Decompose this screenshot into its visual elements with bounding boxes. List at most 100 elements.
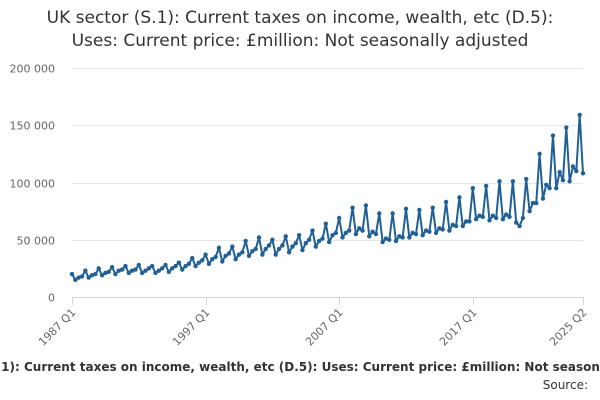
data-point[interactable]: [73, 277, 78, 283]
data-point[interactable]: [530, 200, 536, 206]
data-point[interactable]: [79, 274, 85, 279]
data-point[interactable]: [383, 236, 389, 241]
data-point[interactable]: [540, 196, 546, 201]
data-point[interactable]: [96, 266, 101, 271]
data-point[interactable]: [577, 112, 582, 118]
data-point[interactable]: [273, 252, 278, 257]
data-point[interactable]: [377, 211, 382, 216]
data-point[interactable]: [253, 246, 258, 252]
data-point[interactable]: [143, 268, 148, 273]
data-point[interactable]: [450, 222, 455, 228]
data-point[interactable]: [230, 244, 235, 249]
data-point[interactable]: [86, 275, 91, 280]
data-point[interactable]: [330, 232, 335, 238]
data-point[interactable]: [293, 240, 298, 246]
data-point[interactable]: [510, 179, 516, 184]
data-point[interactable]: [126, 270, 131, 276]
data-point[interactable]: [547, 186, 552, 191]
data-point[interactable]: [256, 235, 262, 240]
data-point[interactable]: [520, 215, 526, 221]
data-point[interactable]: [477, 213, 482, 218]
data-point[interactable]: [89, 273, 95, 278]
data-point[interactable]: [380, 239, 385, 245]
data-point[interactable]: [500, 216, 506, 222]
data-point[interactable]: [423, 228, 429, 233]
data-point[interactable]: [116, 268, 121, 273]
data-point[interactable]: [266, 243, 272, 248]
data-point[interactable]: [397, 234, 402, 239]
data-point[interactable]: [260, 252, 265, 257]
data-point[interactable]: [286, 250, 292, 255]
data-point[interactable]: [316, 238, 322, 244]
data-point[interactable]: [490, 213, 496, 218]
legend-item-label[interactable]: UK sector (S.1): Current taxes on income…: [0, 360, 600, 374]
data-point[interactable]: [283, 234, 288, 239]
data-point[interactable]: [216, 245, 222, 250]
data-point[interactable]: [580, 171, 586, 176]
data-point[interactable]: [183, 263, 188, 269]
data-point[interactable]: [310, 228, 315, 233]
data-point[interactable]: [393, 238, 399, 244]
data-point[interactable]: [460, 223, 465, 229]
data-point[interactable]: [560, 178, 566, 183]
data-point[interactable]: [200, 258, 205, 263]
legend[interactable]: UK sector (S.1): Current taxes on income…: [0, 360, 600, 374]
data-point[interactable]: [93, 271, 98, 277]
data-point[interactable]: [129, 268, 135, 273]
data-point[interactable]: [213, 254, 218, 260]
data-point[interactable]: [340, 235, 345, 240]
data-point[interactable]: [290, 244, 295, 249]
data-point[interactable]: [417, 207, 422, 213]
data-point[interactable]: [190, 255, 195, 261]
data-point[interactable]: [180, 267, 185, 272]
data-point[interactable]: [196, 260, 202, 265]
data-point[interactable]: [524, 176, 529, 182]
data-point[interactable]: [159, 266, 165, 271]
data-point[interactable]: [420, 232, 425, 238]
data-point[interactable]: [387, 237, 392, 242]
data-point[interactable]: [403, 206, 409, 212]
data-point[interactable]: [567, 179, 572, 184]
data-point[interactable]: [473, 216, 479, 222]
data-point[interactable]: [163, 262, 168, 268]
data-point[interactable]: [156, 268, 162, 273]
data-point[interactable]: [433, 230, 439, 236]
data-point[interactable]: [407, 235, 412, 240]
data-point[interactable]: [83, 268, 88, 273]
data-point[interactable]: [233, 257, 238, 262]
data-point[interactable]: [313, 244, 319, 249]
data-point[interactable]: [370, 229, 375, 234]
data-point[interactable]: [220, 259, 225, 264]
data-point[interactable]: [350, 205, 355, 210]
data-point[interactable]: [280, 243, 285, 248]
data-point[interactable]: [203, 252, 208, 257]
data-point[interactable]: [517, 223, 522, 229]
data-point[interactable]: [527, 208, 532, 214]
data-point[interactable]: [250, 249, 255, 254]
data-point[interactable]: [226, 251, 232, 256]
data-point[interactable]: [276, 246, 282, 252]
data-point[interactable]: [457, 195, 462, 200]
data-point[interactable]: [186, 261, 192, 266]
data-point[interactable]: [427, 229, 432, 234]
data-point[interactable]: [353, 231, 359, 237]
data-point[interactable]: [437, 226, 442, 231]
data-point[interactable]: [564, 125, 569, 130]
data-point[interactable]: [176, 260, 182, 265]
data-point[interactable]: [453, 223, 459, 229]
data-point[interactable]: [153, 270, 158, 276]
data-point[interactable]: [109, 265, 115, 270]
data-point[interactable]: [373, 231, 379, 237]
data-point[interactable]: [440, 227, 445, 232]
data-point[interactable]: [270, 237, 275, 242]
data-point[interactable]: [99, 273, 105, 278]
data-point[interactable]: [123, 263, 128, 269]
data-point[interactable]: [470, 186, 475, 191]
data-point[interactable]: [493, 215, 499, 221]
data-point[interactable]: [236, 252, 242, 257]
data-point[interactable]: [363, 203, 369, 208]
data-point[interactable]: [166, 269, 172, 275]
data-point[interactable]: [133, 267, 138, 272]
data-point[interactable]: [480, 214, 485, 220]
data-point[interactable]: [149, 263, 155, 269]
